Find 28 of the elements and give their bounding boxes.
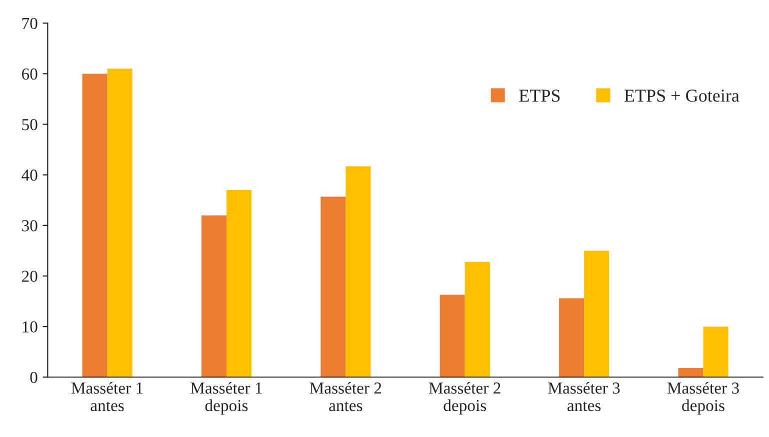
y-tick-label: 70 (22, 18, 38, 30)
bar (201, 215, 226, 378)
bar (440, 294, 465, 378)
bar (464, 262, 490, 378)
bar (584, 250, 610, 378)
x-tick-label: Masséter 2 depois (429, 382, 500, 415)
bar (678, 368, 704, 378)
bar (107, 68, 132, 378)
x-tick-label: Masséter 2 antes (310, 382, 382, 412)
y-tick-label: 40 (22, 170, 38, 181)
y-tick-label: 50 (22, 118, 38, 130)
x-tick-label: Masséter 1 antes (71, 382, 143, 412)
x-tick-label: Masséter 3 depois (667, 382, 739, 415)
y-tick-label: 30 (22, 220, 38, 232)
legend-label: ETPS (519, 90, 560, 102)
y-tick-label: 20 (22, 270, 38, 282)
bar (703, 326, 728, 378)
bar (320, 196, 346, 378)
bar (82, 74, 108, 378)
y-tick-label: 0 (30, 372, 38, 384)
y-tick-label: 60 (22, 68, 38, 80)
bar (559, 298, 584, 378)
x-tick-label: Masséter 1 depois (190, 382, 262, 415)
y-tick-label: 10 (22, 321, 38, 333)
bar (346, 166, 371, 378)
x-tick-label: Masséter 3 antes (548, 382, 620, 412)
legend-label: ETPS + Goteira (624, 90, 740, 102)
bar (226, 190, 252, 378)
